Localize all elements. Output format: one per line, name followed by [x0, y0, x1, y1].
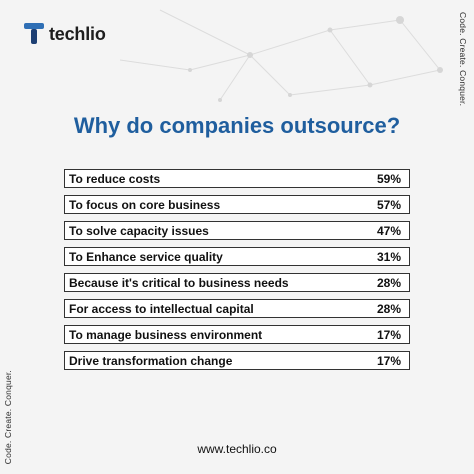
row-label: For access to intellectual capital [69, 301, 254, 316]
row-value: 17% [376, 327, 401, 342]
row-label: To focus on core business [69, 197, 221, 212]
table-row: To reduce costs 59% [64, 169, 410, 188]
tagline-right: Code. Create. Conquer. [458, 12, 468, 107]
page-title: Why do companies outsource? [73, 113, 401, 138]
reasons-table: To reduce costs 59% To focus on core bus… [64, 169, 410, 377]
row-value: 28% [376, 301, 401, 316]
row-label: To Enhance service quality [69, 249, 223, 264]
row-value: 31% [376, 249, 401, 264]
techlio-logo-icon [24, 23, 44, 44]
row-value: 57% [376, 197, 401, 212]
row-label: Drive transformation change [69, 353, 233, 368]
table-row: To Enhance service quality 31% [64, 247, 410, 266]
table-row: To focus on core business 57% [64, 195, 410, 214]
row-value: 17% [376, 353, 401, 368]
table-row: For access to intellectual capital 28% [64, 299, 410, 318]
table-row: Because it's critical to business needs … [64, 273, 410, 292]
row-label: To manage business environment [69, 327, 263, 342]
brand-logo: techlio [23, 22, 106, 46]
website-link[interactable]: www.techlio.co [197, 442, 277, 456]
table-row: Drive transformation change 17% [64, 351, 410, 370]
brand-name: techlio [49, 23, 106, 44]
table-row: To solve capacity issues 47% [64, 221, 410, 240]
row-value: 47% [376, 223, 401, 238]
table-row: To manage business environment 17% [64, 325, 410, 344]
row-label: Because it's critical to business needs [69, 275, 289, 290]
row-value: 59% [376, 171, 401, 186]
row-value: 28% [376, 275, 401, 290]
row-label: To reduce costs [69, 171, 161, 186]
row-label: To solve capacity issues [69, 223, 209, 238]
